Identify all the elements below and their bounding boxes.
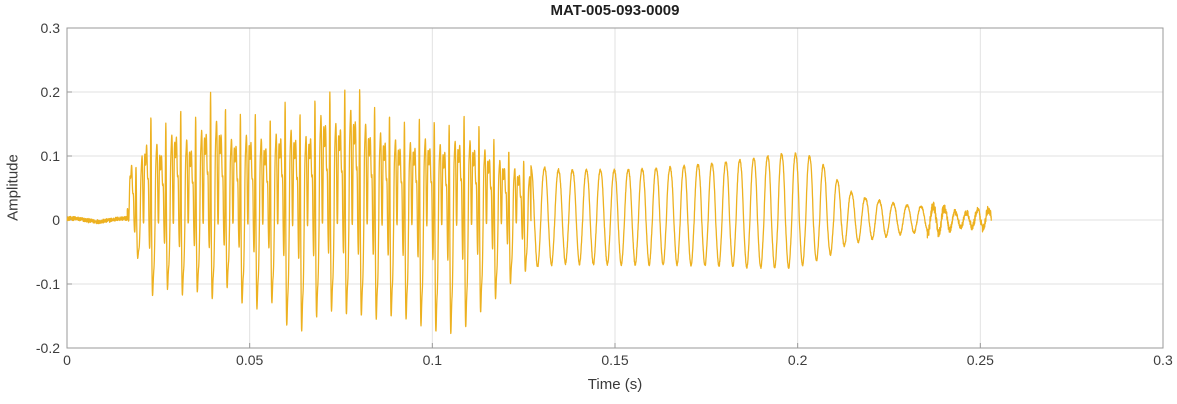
x-tick-label: 0.3 [1153, 352, 1173, 368]
y-tick-label: 0.1 [40, 148, 60, 164]
chart-title: MAT-005-093-0009 [550, 2, 680, 19]
x-tick-label: 0.05 [236, 352, 264, 368]
y-axis-label: Amplitude [4, 154, 22, 221]
x-tick-label: 0.15 [601, 352, 629, 368]
x-tick-label: 0.2 [787, 352, 808, 368]
x-tick-label: 0 [63, 352, 71, 368]
y-tick-label: 0.3 [40, 20, 60, 36]
x-tick-label: 0.25 [966, 352, 994, 368]
y-tick-label: 0.2 [40, 84, 60, 100]
x-axis-label: Time (s) [587, 376, 643, 393]
y-tick-label: -0.2 [35, 340, 60, 356]
x-tick-label: 0.1 [422, 352, 443, 368]
y-tick-label: 0 [52, 212, 60, 228]
y-tick-label: -0.1 [35, 276, 60, 292]
